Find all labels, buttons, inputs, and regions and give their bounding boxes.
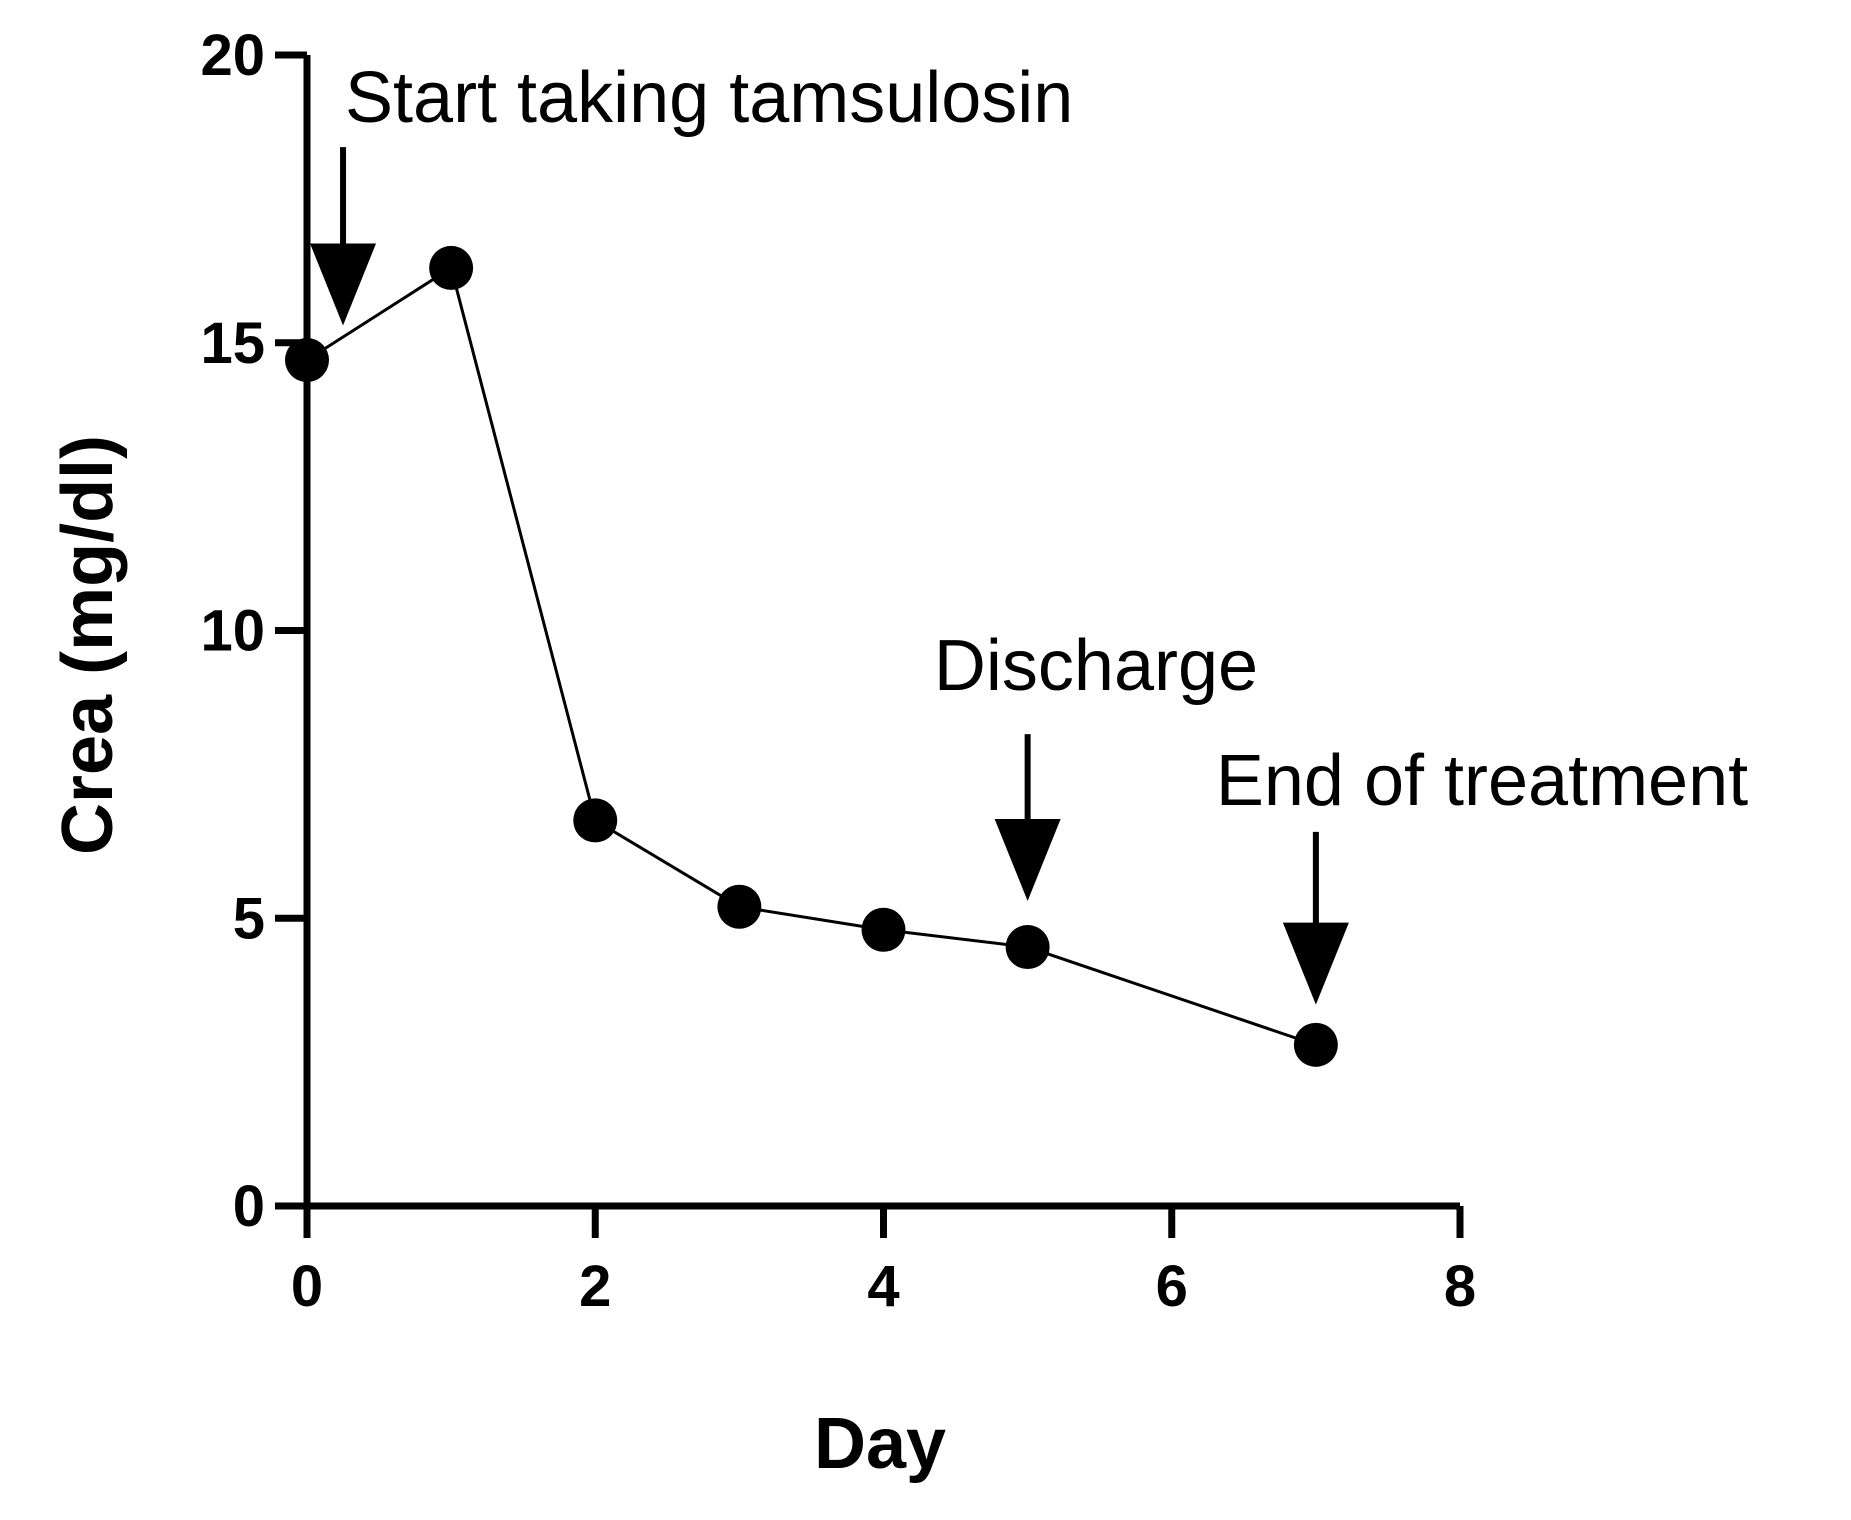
y-tick-label-15: 15 [200,311,265,376]
annotation-arrow-head-1 [994,818,1061,901]
data-point-day-4 [861,907,906,952]
x-tick-label-4: 4 [867,1254,899,1319]
y-tick-label-0: 0 [233,1174,265,1239]
y-tick-label-20: 20 [200,23,265,88]
axes [303,55,1460,1210]
data-point-day-7 [1293,1022,1338,1067]
annotation-arrow-head-2 [1282,922,1349,1005]
data-point-day-3 [717,884,762,929]
x-axis-title: Day [814,1404,946,1484]
data-point-day-1 [429,245,474,290]
y-ticks: 0 5 10 15 20 [200,23,307,1239]
x-ticks: 0 2 4 6 8 [291,1206,1476,1319]
data-point-day-0 [285,338,329,383]
x-tick-label-0: 0 [291,1254,323,1319]
annotations: Start taking tamsulosin Discharge End of t… [310,58,1748,1005]
x-tick-label-8: 8 [1444,1254,1476,1319]
y-axis-title: Crea (mg/dl) [48,435,128,855]
x-tick-label-6: 6 [1156,1254,1188,1319]
series-group [285,245,1338,1067]
data-point-day-2 [573,798,618,843]
y-tick-label-10: 10 [200,599,265,664]
annotation-label-2: End of treatment [1216,741,1748,821]
annotation-label-0: Start taking tamsulosin [345,58,1073,138]
annotation-label-1: Discharge [934,626,1258,706]
data-point-day-5 [1005,925,1050,970]
x-tick-label-2: 2 [579,1254,611,1319]
y-tick-label-5: 5 [233,886,265,951]
annotation-arrow-head-0 [310,243,377,326]
